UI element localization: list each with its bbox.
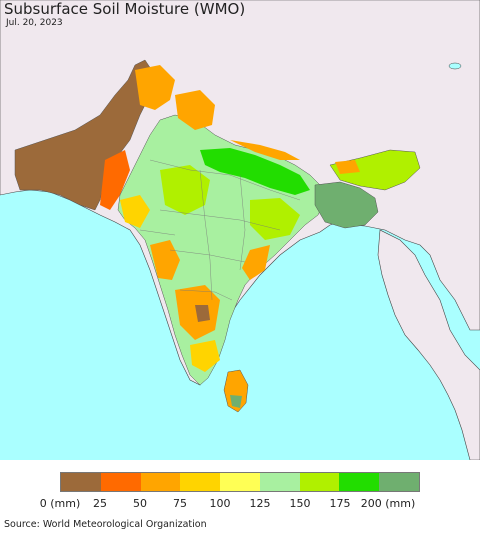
region-deccan-orange — [150, 240, 180, 280]
region-pakistan-dry — [14, 59, 156, 211]
legend-swatch — [339, 473, 380, 491]
region-pakistan-orange — [100, 150, 130, 210]
legend-swatch — [220, 473, 260, 491]
legend-label: 175 — [329, 497, 351, 510]
region-himalaya-orange — [175, 90, 215, 130]
legend-swatch — [61, 473, 101, 491]
legend-label: 150 — [289, 497, 311, 510]
region-srilanka-green — [230, 395, 242, 408]
region-gangetic-green — [200, 148, 310, 195]
region-tamil-yellow — [190, 340, 220, 372]
legend-label: 50 — [133, 497, 147, 510]
legend-label: 100 — [209, 497, 231, 510]
legend-label: 125 — [249, 497, 271, 510]
legend-label: 75 — [173, 497, 187, 510]
region-south-brown — [195, 305, 210, 322]
soil-moisture-map — [0, 0, 480, 460]
source-note: Source: World Meteorological Organizatio… — [4, 519, 207, 530]
region-nepal-orange — [230, 140, 300, 160]
legend-swatch — [180, 473, 221, 491]
legend-label: 200 (mm) — [360, 497, 416, 510]
region-bangladesh — [314, 181, 379, 229]
region-north-pak — [135, 65, 175, 110]
legend-swatch — [140, 473, 181, 491]
legend-swatch — [259, 473, 300, 491]
region-gujarat — [120, 195, 150, 228]
legend-label: 25 — [93, 497, 107, 510]
map-date: Jul. 20, 2023 — [6, 18, 63, 28]
map-title: Subsurface Soil Moisture (WMO) — [4, 0, 246, 18]
legend-swatch — [100, 473, 141, 491]
region-bhutan-orange — [335, 160, 360, 174]
legend-label: 0 (mm) — [39, 497, 81, 510]
legend-swatch — [379, 473, 420, 491]
legend-swatch — [299, 473, 340, 491]
island — [448, 62, 462, 70]
region-srilanka — [223, 369, 249, 413]
state-borders — [139, 159, 301, 301]
legend-labels: 0 (mm) 25 50 75 100 125 150 175 200 (mm) — [0, 497, 480, 511]
legend-colorbar — [60, 472, 420, 492]
region-east-yellowgreen — [250, 198, 300, 240]
region-northeast — [329, 149, 421, 191]
region-central-yellowgreen — [160, 165, 210, 215]
land-southeast — [377, 229, 480, 460]
region-eastcoast-orange — [242, 245, 270, 280]
